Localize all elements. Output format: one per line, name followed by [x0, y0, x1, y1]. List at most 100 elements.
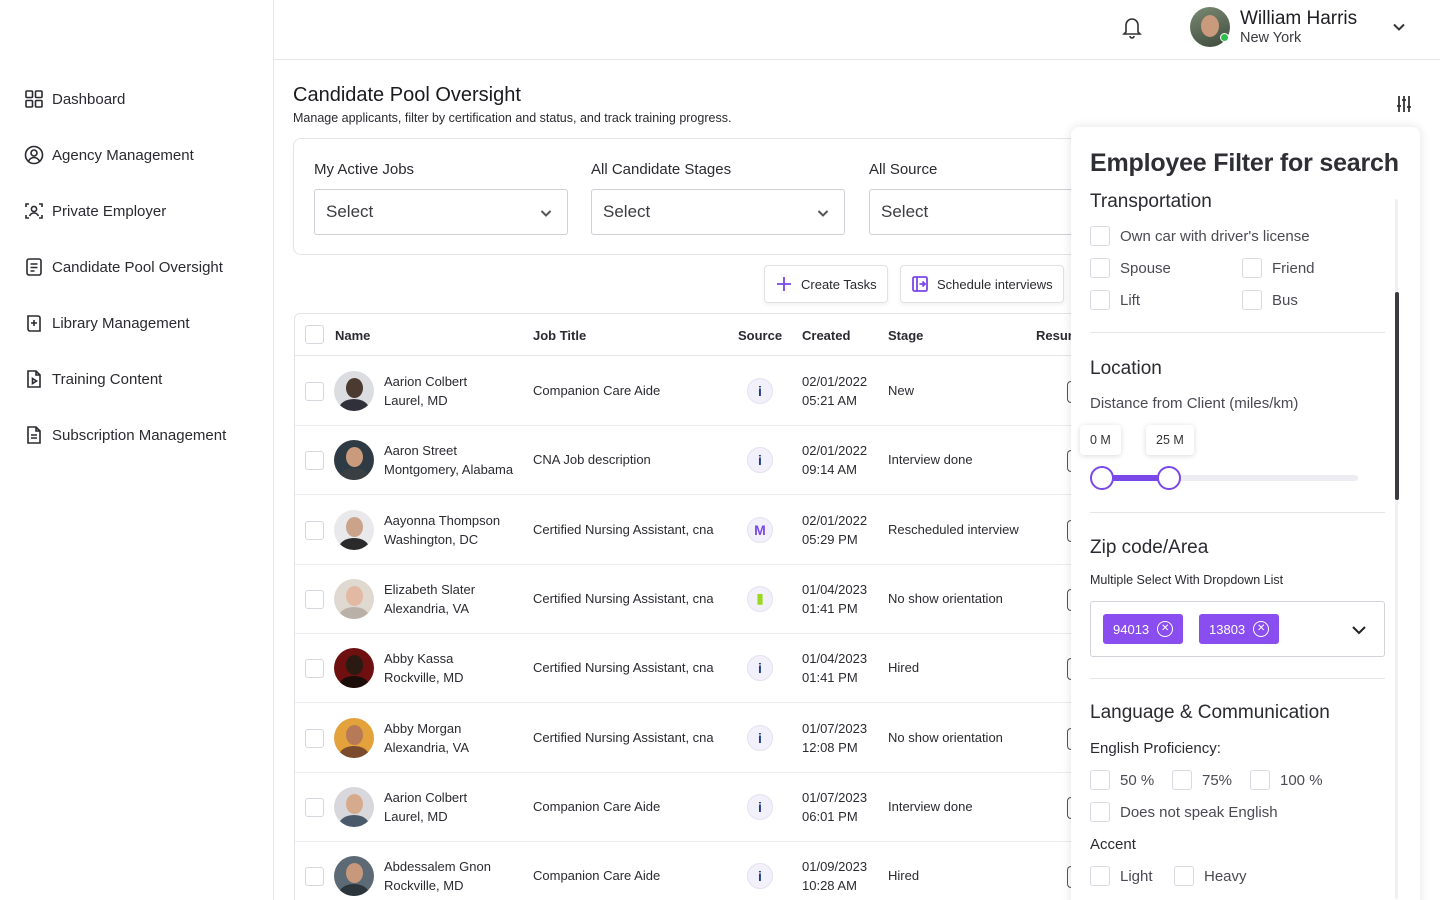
- filter-label-active-jobs: My Active Jobs: [314, 161, 415, 178]
- close-icon[interactable]: ✕: [1253, 621, 1270, 637]
- distance-slider-track[interactable]: [1102, 475, 1358, 481]
- zip-chip: 94013 ✕: [1103, 614, 1184, 644]
- created-date: 01/04/2023: [802, 581, 868, 597]
- sidebar-item-training-content[interactable]: Training Content: [24, 369, 162, 389]
- divider: [1090, 678, 1385, 679]
- employee-filter-panel: Employee Filter for search Transportatio…: [1071, 127, 1420, 900]
- row-checkbox[interactable]: [305, 728, 324, 748]
- option-bus[interactable]: Bus: [1242, 290, 1298, 310]
- option-lift[interactable]: Lift: [1090, 290, 1140, 310]
- sidebar-item-dashboard[interactable]: Dashboard: [24, 89, 125, 109]
- option-label: 75%: [1202, 771, 1233, 789]
- candidate-name[interactable]: Abby Kassa: [384, 651, 454, 667]
- checkbox[interactable]: [1242, 258, 1262, 278]
- row-checkbox[interactable]: [305, 589, 324, 609]
- checkbox[interactable]: [1090, 258, 1110, 278]
- candidate-name[interactable]: Abby Morgan: [384, 720, 462, 736]
- zip-multiselect[interactable]: 94013 ✕ 13803 ✕: [1090, 601, 1385, 657]
- option-own-car[interactable]: Own car with driver's license: [1090, 226, 1310, 246]
- column-resume[interactable]: Resum: [1036, 328, 1080, 343]
- option-label: Spouse: [1120, 259, 1171, 277]
- option-accent-heavy[interactable]: Heavy: [1174, 866, 1247, 886]
- option-spouse[interactable]: Spouse: [1090, 258, 1171, 278]
- checkbox[interactable]: [1090, 770, 1110, 790]
- checkbox[interactable]: [1174, 866, 1194, 886]
- sidebar-item-subscription-management[interactable]: Subscription Management: [24, 425, 226, 445]
- table-row[interactable]: Aarion Colbert Laurel, MD Companion Care A…: [295, 773, 1093, 842]
- candidate-name[interactable]: Aayonna Thompson: [384, 512, 501, 528]
- column-source[interactable]: Source: [738, 328, 783, 343]
- stage: Interview done: [888, 798, 973, 814]
- chevron-down-icon: [539, 205, 553, 219]
- panel-scrollbar-thumb[interactable]: [1395, 292, 1399, 500]
- create-tasks-button[interactable]: Create Tasks: [764, 265, 888, 303]
- sidebar-item-candidate-pool-oversight[interactable]: Candidate Pool Oversight: [24, 257, 223, 277]
- source-icon: i: [747, 447, 773, 474]
- table-row[interactable]: Abby Kassa Rockville, MD Certified Nursing…: [295, 634, 1093, 704]
- sidebar-item-private-employer[interactable]: Private Employer: [24, 201, 166, 221]
- source-icon: i: [747, 655, 773, 682]
- panel-scrollbar-track[interactable]: [1395, 199, 1398, 899]
- table-row[interactable]: Aarion Colbert Laurel, MD Companion Care A…: [295, 357, 1093, 426]
- source-icon: M: [747, 516, 773, 543]
- checkbox[interactable]: [1090, 866, 1110, 886]
- chevron-down-icon[interactable]: [1350, 621, 1368, 639]
- sidebar-item-agency-management[interactable]: Agency Management: [24, 145, 194, 165]
- checkbox[interactable]: [1242, 290, 1262, 310]
- checkbox[interactable]: [1250, 770, 1270, 790]
- table-row[interactable]: Aaron Street Montgomery, Alabama CNA Job d…: [295, 426, 1093, 496]
- avatar: [334, 786, 374, 827]
- option-label: Does not speak English: [1120, 803, 1278, 821]
- table-row[interactable]: Elizabeth Slater Alexandria, VA Certified …: [295, 565, 1093, 634]
- active-jobs-select[interactable]: Select: [314, 189, 568, 235]
- schedule-interviews-button[interactable]: Schedule interviews: [900, 265, 1064, 303]
- row-checkbox[interactable]: [305, 797, 324, 817]
- user-location: New York: [1240, 30, 1302, 46]
- sidebar: Dashboard Agency Management Private Empl…: [0, 0, 274, 900]
- table-row[interactable]: Aayonna Thompson Washington, DC Certified …: [295, 496, 1093, 565]
- option-friend[interactable]: Friend: [1242, 258, 1315, 278]
- sidebar-item-label: Agency Management: [52, 146, 194, 164]
- job-title: CNA Job description: [533, 452, 651, 468]
- sidebar-item-library-management[interactable]: Library Management: [24, 313, 190, 333]
- candidate-name[interactable]: Aarion Colbert: [384, 789, 468, 805]
- candidate-stages-select[interactable]: Select: [591, 189, 845, 235]
- candidate-name[interactable]: Aarion Colbert: [384, 374, 468, 389]
- checkbox[interactable]: [1090, 802, 1110, 822]
- table-row[interactable]: Abby Morgan Alexandria, VA Certified Nursi…: [295, 704, 1093, 773]
- option-accent-light[interactable]: Light: [1090, 866, 1153, 886]
- option-no-english[interactable]: Does not speak English: [1090, 802, 1278, 822]
- chevron-down-icon[interactable]: [1390, 18, 1408, 36]
- stage: Rescheduled interview: [888, 521, 1019, 537]
- row-checkbox[interactable]: [305, 867, 324, 887]
- filter-settings-icon[interactable]: [1394, 94, 1414, 114]
- select-value: Select: [326, 202, 374, 221]
- option-100-percent[interactable]: 100 %: [1250, 770, 1323, 790]
- row-checkbox[interactable]: [305, 520, 324, 540]
- column-stage[interactable]: Stage: [888, 328, 924, 343]
- notification-bell-icon[interactable]: [1120, 14, 1144, 40]
- column-created[interactable]: Created: [802, 328, 851, 343]
- column-name[interactable]: Name: [335, 328, 371, 343]
- option-label: Friend: [1272, 259, 1315, 277]
- row-checkbox[interactable]: [305, 382, 324, 401]
- candidate-name[interactable]: Elizabeth Slater: [384, 581, 476, 597]
- row-checkbox[interactable]: [305, 451, 324, 471]
- table-row[interactable]: Abdessalem Gnon Rockville, MD Companion Ca…: [295, 842, 1093, 900]
- file-text-icon: [27, 426, 41, 444]
- slider-min-handle[interactable]: [1090, 466, 1114, 490]
- checkbox[interactable]: [1090, 290, 1110, 310]
- column-job-title[interactable]: Job Title: [533, 328, 587, 343]
- created-time: 12:08 PM: [802, 739, 858, 755]
- close-icon[interactable]: ✕: [1157, 621, 1174, 637]
- row-checkbox[interactable]: [305, 659, 324, 679]
- option-75-percent[interactable]: 75%: [1172, 770, 1232, 790]
- divider: [1090, 332, 1385, 333]
- candidate-name[interactable]: Abdessalem Gnon: [384, 859, 491, 875]
- candidate-name[interactable]: Aaron Street: [384, 443, 457, 459]
- option-50-percent[interactable]: 50 %: [1090, 770, 1154, 790]
- select-all-checkbox[interactable]: [305, 325, 324, 344]
- checkbox[interactable]: [1090, 226, 1110, 246]
- checkbox[interactable]: [1172, 770, 1192, 790]
- slider-max-handle[interactable]: [1157, 466, 1181, 490]
